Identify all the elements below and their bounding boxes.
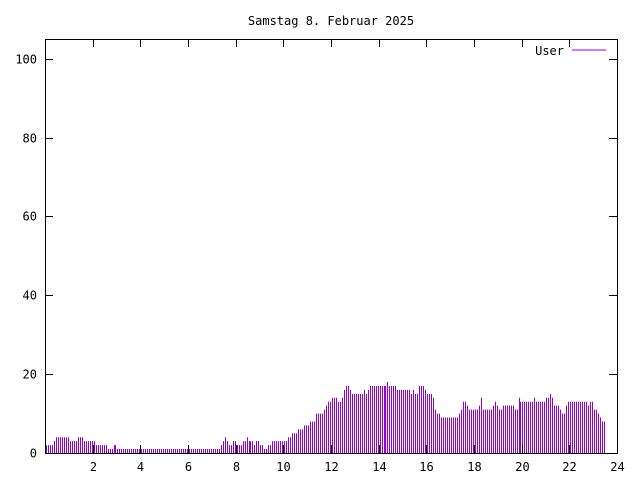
- x-tick-label: 4: [137, 460, 144, 474]
- x-tick-label: 8: [233, 460, 240, 474]
- x-tick-label: 18: [467, 460, 481, 474]
- y-tick-label: 20: [23, 368, 37, 382]
- legend: User: [535, 44, 606, 58]
- x-tick-label: 10: [276, 460, 290, 474]
- legend-label: User: [535, 44, 564, 58]
- y-axis: 0 20 40 60 80 100: [15, 53, 617, 461]
- chart-title: Samstag 8. Februar 2025: [248, 14, 414, 28]
- x-tick-label: 16: [419, 460, 433, 474]
- y-tick-label: 40: [23, 289, 37, 303]
- x-axis: 2 4 6 8 10 12 14 16 18 20 22 24: [90, 39, 625, 474]
- x-tick-label: 2: [90, 460, 97, 474]
- y-tick-label: 100: [15, 53, 37, 67]
- plot-frame: [45, 39, 618, 454]
- x-tick-label: 6: [185, 460, 192, 474]
- y-tick-label: 0: [30, 447, 37, 461]
- x-tick-label: 20: [515, 460, 529, 474]
- x-tick-label: 14: [372, 460, 386, 474]
- y-tick-label: 80: [23, 132, 37, 146]
- x-tick-label: 24: [610, 460, 624, 474]
- bars-group: [46, 382, 605, 453]
- y-tick-label: 60: [23, 210, 37, 224]
- x-tick-label: 12: [324, 460, 338, 474]
- x-tick-label: 22: [562, 460, 576, 474]
